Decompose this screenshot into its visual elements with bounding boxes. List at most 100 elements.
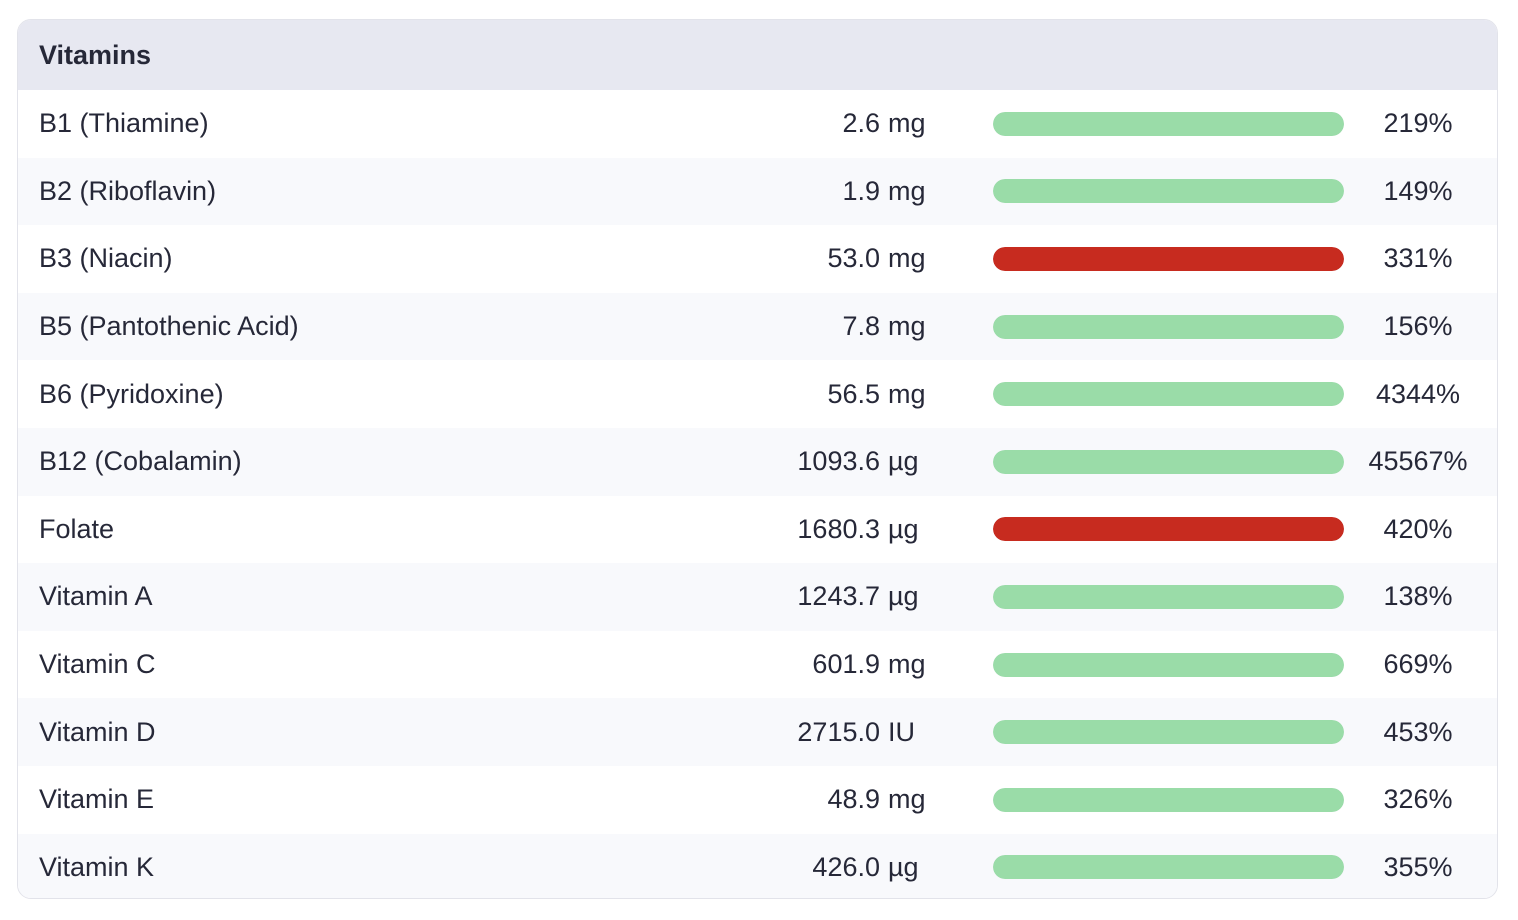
vitamin-amount-unit: IU <box>888 716 915 747</box>
vitamin-row: B5 (Pantothenic Acid) 7.8 mg 156% <box>18 292 1497 361</box>
daily-value-bar-fill <box>993 314 1344 339</box>
daily-value-bar <box>993 449 1344 474</box>
vitamin-amount-unit: mg <box>888 175 926 206</box>
daily-value-bar-fill <box>993 720 1344 745</box>
daily-value-percent: 149% <box>1383 175 1453 206</box>
vitamin-name: B12 (Cobalamin) <box>39 446 242 477</box>
vitamin-amount: 2.6 mg <box>778 90 932 158</box>
daily-value-percent: 331% <box>1383 243 1453 274</box>
vitamin-amount-unit: mg <box>888 649 926 680</box>
daily-value-bar <box>993 855 1344 880</box>
vitamin-name: B3 (Niacin) <box>39 243 173 274</box>
daily-value-bar <box>993 720 1344 745</box>
vitamin-amount-unit: µg <box>888 581 919 612</box>
vitamin-row: B3 (Niacin) 53.0 mg 331% <box>18 225 1497 293</box>
vitamin-name: Vitamin D <box>39 716 156 747</box>
vitamin-name: B5 (Pantothenic Acid) <box>39 311 299 342</box>
vitamin-row: Vitamin E 48.9 mg 326% <box>18 766 1497 834</box>
vitamin-amount-value: 1093.6 <box>797 446 880 477</box>
daily-value-bar-fill <box>993 179 1344 204</box>
vitamin-amount-unit: mg <box>888 784 926 815</box>
vitamin-amount: 426.0 µg <box>778 834 932 898</box>
vitamin-row: B2 (Riboflavin) 1.9 mg 149% <box>18 157 1497 226</box>
daily-value-percent: 219% <box>1383 108 1453 139</box>
vitamin-amount: 601.9 mg <box>778 631 932 699</box>
vitamin-amount-value: 1680.3 <box>797 513 880 544</box>
daily-value-bar-fill <box>993 111 1344 136</box>
vitamin-amount-unit: mg <box>888 378 926 409</box>
vitamin-amount-unit: µg <box>888 851 919 882</box>
vitamin-amount-unit: µg <box>888 513 919 544</box>
vitamin-amount-value: 2.6 <box>842 108 880 139</box>
vitamin-amount-unit: mg <box>888 108 926 139</box>
vitamin-name: Vitamin A <box>39 581 153 612</box>
vitamin-amount-value: 601.9 <box>812 649 880 680</box>
vitamin-amount-value: 1.9 <box>842 175 880 206</box>
daily-value-bar-fill <box>993 787 1344 812</box>
daily-value-percent: 156% <box>1383 311 1453 342</box>
daily-value-percent: 45567% <box>1368 446 1468 477</box>
daily-value-bar-fill <box>993 246 1344 271</box>
vitamin-row: B1 (Thiamine) 2.6 mg 219% <box>18 90 1497 158</box>
vitamin-amount: 1243.7 µg <box>778 563 932 631</box>
vitamin-row: Vitamin C 601.9 mg 669% <box>18 631 1497 699</box>
vitamin-row: Vitamin D 2715.0 IU 453% <box>18 698 1497 766</box>
daily-value-percent: 326% <box>1383 784 1453 815</box>
vitamin-name: B2 (Riboflavin) <box>39 175 217 206</box>
vitamin-amount-value: 1243.7 <box>797 581 880 612</box>
daily-value-bar-fill <box>993 382 1344 407</box>
daily-value-bar-fill <box>993 584 1344 609</box>
vitamin-name: Vitamin K <box>39 851 155 882</box>
daily-value-bar <box>993 314 1344 339</box>
vitamin-amount-value: 426.0 <box>812 851 880 882</box>
vitamin-row: Vitamin K 426.0 µg 355% <box>18 833 1497 898</box>
vitamin-amount-value: 48.9 <box>827 784 880 815</box>
vitamin-amount-unit: µg <box>888 446 919 477</box>
daily-value-bar-fill <box>993 449 1344 474</box>
vitamin-list: B1 (Thiamine) 2.6 mg 219% B2 (Riboflavin… <box>18 90 1497 898</box>
vitamins-panel: Vitamins B1 (Thiamine) 2.6 mg 219% B2 (R… <box>17 19 1498 899</box>
vitamin-amount-value: 53.0 <box>827 243 880 274</box>
daily-value-bar <box>993 584 1344 609</box>
vitamin-name: Folate <box>39 513 115 544</box>
daily-value-bar <box>993 652 1344 677</box>
daily-value-bar <box>993 179 1344 204</box>
vitamin-amount-unit: mg <box>888 243 926 274</box>
daily-value-bar <box>993 517 1344 542</box>
vitamin-name: B6 (Pyridoxine) <box>39 378 224 409</box>
vitamin-amount: 1093.6 µg <box>778 428 932 496</box>
daily-value-percent: 453% <box>1383 716 1453 747</box>
vitamin-row: B6 (Pyridoxine) 56.5 mg 4344% <box>18 360 1497 428</box>
vitamin-amount-value: 56.5 <box>827 378 880 409</box>
daily-value-bar-fill <box>993 652 1344 677</box>
vitamin-amount: 1.9 mg <box>778 158 932 226</box>
vitamin-name: Vitamin E <box>39 784 155 815</box>
vitamin-amount-value: 7.8 <box>842 311 880 342</box>
daily-value-percent: 355% <box>1383 851 1453 882</box>
daily-value-percent: 4344% <box>1375 378 1461 409</box>
daily-value-percent: 669% <box>1383 649 1453 680</box>
panel-title: Vitamins <box>39 39 152 70</box>
daily-value-bar <box>993 111 1344 136</box>
vitamin-amount: 53.0 mg <box>778 225 932 293</box>
vitamin-name: B1 (Thiamine) <box>39 108 209 139</box>
vitamin-row: B12 (Cobalamin) 1093.6 µg 45567% <box>18 427 1497 496</box>
vitamin-name: Vitamin C <box>39 649 156 680</box>
panel-header: Vitamins <box>18 20 1497 90</box>
vitamin-amount: 56.5 mg <box>778 360 932 428</box>
daily-value-percent: 138% <box>1383 581 1453 612</box>
vitamin-amount: 7.8 mg <box>778 293 932 361</box>
vitamin-amount: 1680.3 µg <box>778 496 932 564</box>
vitamin-amount-unit: mg <box>888 311 926 342</box>
vitamin-amount-value: 2715.0 <box>797 716 880 747</box>
daily-value-bar-fill <box>993 517 1344 542</box>
vitamin-row: Folate 1680.3 µg 420% <box>18 496 1497 564</box>
daily-value-percent: 420% <box>1383 513 1453 544</box>
daily-value-bar-fill <box>993 855 1344 880</box>
vitamin-row: Vitamin A 1243.7 µg 138% <box>18 563 1497 631</box>
daily-value-bar <box>993 246 1344 271</box>
daily-value-bar <box>993 382 1344 407</box>
daily-value-bar <box>993 787 1344 812</box>
vitamin-amount: 2715.0 IU <box>778 698 932 766</box>
vitamin-amount: 48.9 mg <box>778 766 932 834</box>
